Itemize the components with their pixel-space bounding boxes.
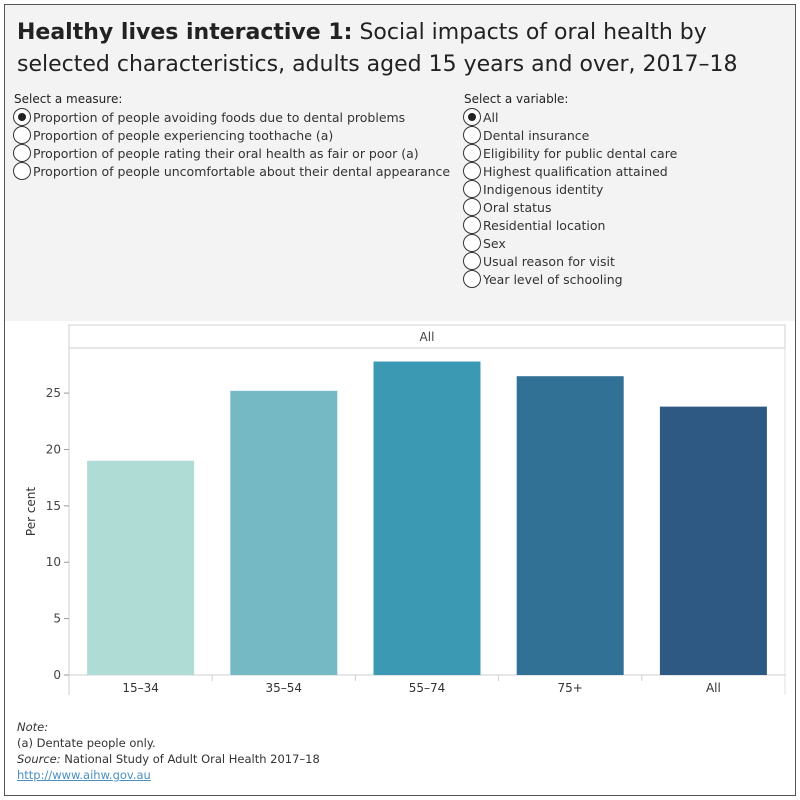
radio-button-icon[interactable] [463,126,481,144]
x-tick-label: 35–54 [266,681,303,695]
bar-1 [230,390,338,675]
y-tick-label: 25 [46,386,61,400]
variable-option-label: Highest qualification attained [483,163,668,179]
radio-button-icon[interactable] [463,252,481,270]
title-bold: Healthy lives interactive 1: [17,20,353,45]
panel-header-box [68,324,786,349]
radio-button-icon[interactable] [463,234,481,252]
radio-button-icon[interactable] [13,108,31,126]
page-title: Healthy lives interactive 1: Social impa… [17,17,787,81]
radio-button-icon[interactable] [13,144,31,162]
dashboard-frame: Healthy lives interactive 1: Social impa… [4,4,796,796]
measure-option-label: Proportion of people uncomfortable about… [33,163,451,179]
radio-button-icon[interactable] [463,108,481,126]
controls-panel: Healthy lives interactive 1: Social impa… [5,5,795,321]
y-tick-label: 20 [46,442,61,456]
variable-option[interactable]: Year level of schooling [463,270,677,288]
variable-option-label: Oral status [483,199,552,215]
y-tick-label: 10 [46,555,61,569]
variable-option[interactable]: Residential location [463,216,677,234]
variable-label: Select a variable: [464,92,569,106]
radio-button-icon[interactable] [463,180,481,198]
variable-option-label: Residential location [483,217,606,233]
radio-button-icon[interactable] [463,144,481,162]
variable-option[interactable]: Sex [463,234,677,252]
measure-option[interactable]: Proportion of people rating their oral h… [13,144,450,162]
x-tick-label: 75+ [558,681,583,695]
variable-option-label: All [483,109,499,125]
measure-option[interactable]: Proportion of people uncomfortable about… [13,162,450,180]
radio-button-icon[interactable] [13,162,31,180]
bar-0 [87,460,195,675]
source-label: Source: [17,752,61,766]
measure-option[interactable]: Proportion of people avoiding foods due … [13,108,450,126]
variable-option-label: Usual reason for visit [483,253,615,269]
bar-chart: All 0 5 10 15 20 25 Per cent 15–34 35–54 55–74 75+ A… [24,324,786,695]
variable-option-label: Indigenous identity [483,181,604,197]
source-text: National Study of Adult Oral Health 2017… [60,752,320,766]
bar-2 [373,361,481,675]
y-axis-label: Per cent [24,487,38,537]
variable-option[interactable]: Indigenous identity [463,180,677,198]
variable-option-label: Dental insurance [483,127,590,143]
radio-button-icon[interactable] [463,270,481,288]
measure-option[interactable]: Proportion of people experiencing tootha… [13,126,450,144]
measure-radio-group: Proportion of people avoiding foods due … [13,108,450,180]
variable-option-label: Eligibility for public dental care [483,145,678,161]
radio-button-icon[interactable] [463,162,481,180]
measure-option-label: Proportion of people avoiding foods due … [33,109,406,125]
note-label: Note: [17,720,49,734]
bar-4 [659,406,767,675]
x-tick-label: 15–34 [122,681,159,695]
measure-option-label: Proportion of people experiencing tootha… [33,127,334,143]
variable-option[interactable]: Usual reason for visit [463,252,677,270]
y-tick-label: 15 [46,499,61,513]
variable-option[interactable]: Highest qualification attained [463,162,677,180]
radio-button-icon[interactable] [463,216,481,234]
y-tick-label: 0 [53,668,61,682]
panel-header-label: All [420,330,435,344]
title-rest: Social impacts of oral health by selecte… [17,20,738,77]
measure-label: Select a measure: [14,92,123,106]
variable-option[interactable]: Dental insurance [463,126,677,144]
note-text: (a) Dentate people only. [17,736,156,750]
aihw-link[interactable]: http://www.aihw.gov.au [17,768,151,782]
radio-button-icon[interactable] [463,198,481,216]
x-tick-label: 55–74 [409,681,446,695]
measure-option-label: Proportion of people rating their oral h… [33,145,419,161]
variable-option[interactable]: Oral status [463,198,677,216]
radio-button-icon[interactable] [13,126,31,144]
variable-option-label: Sex [483,235,506,251]
y-tick-label: 5 [53,612,61,626]
variable-option[interactable]: Eligibility for public dental care [463,144,677,162]
variable-radio-group: All Dental insurance Eligibility for publi… [463,108,677,288]
bar-3 [516,376,624,675]
variable-option[interactable]: All [463,108,677,126]
variable-option-label: Year level of schooling [483,271,623,287]
x-tick-label: All [706,681,721,695]
notes-section: Note: (a) Dentate people only. Source: N… [17,719,717,783]
